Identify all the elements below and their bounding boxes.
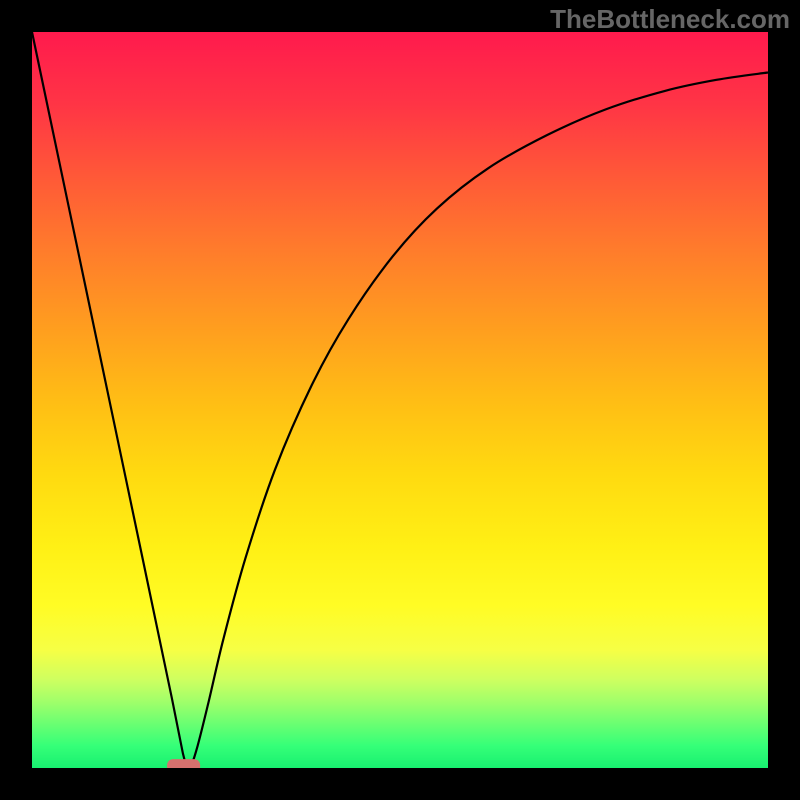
chart-background (32, 32, 768, 768)
chart-svg (0, 0, 800, 800)
bottleneck-chart: TheBottleneck.com (0, 0, 800, 800)
watermark-text: TheBottleneck.com (550, 4, 790, 35)
